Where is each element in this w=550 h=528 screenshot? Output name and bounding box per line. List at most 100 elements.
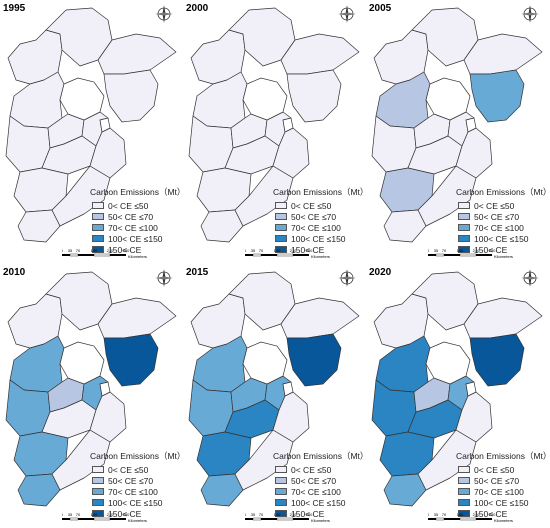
scale-tick: 140 [91, 248, 98, 253]
legend: Carbon Emissions（Mt） 0< CE ≤50 50< CE ≤7… [456, 186, 550, 255]
legend-title: Carbon Emissions（Mt） [273, 187, 369, 197]
legend-label: 70< CE ≤100 [291, 222, 341, 233]
scale-unit: Kilometers [311, 518, 330, 523]
legend-label: 0< CE ≤50 [291, 464, 332, 475]
scale-tick: 140 [91, 512, 98, 517]
scale-bar: 0 35 70 140 210 280 Kilometers [61, 512, 172, 526]
region-10 [17, 209, 61, 243]
legend-swatch [275, 213, 287, 220]
legend-item: 0< CE ≤50 [275, 464, 366, 475]
panel-year: 2020 [369, 267, 392, 278]
legend-item: 70< CE ≤100 [275, 486, 366, 497]
legend-item: 100< CE ≤150 [92, 233, 183, 244]
legend-label: 100< CE ≤150 [108, 233, 163, 244]
legend: Carbon Emissions（Mt） 0< CE ≤50 50< CE ≤7… [456, 450, 550, 519]
legend-swatch [458, 488, 470, 495]
choropleth-map [188, 7, 360, 243]
compass-icon [338, 5, 356, 23]
legend-label: 150< CE [291, 508, 325, 519]
compass-icon [338, 269, 356, 287]
legend-label: 50< CE ≤70 [474, 475, 520, 486]
legend-item: 70< CE ≤100 [458, 486, 549, 497]
scale-bar-graphic: 0 35 70 140 210 280 Kilometers [61, 512, 147, 523]
compass-icon [155, 5, 173, 23]
scale-tick: 280 [123, 248, 130, 253]
legend-label: 150< CE [474, 508, 508, 519]
scale-bar: 0 35 70 140 210 280 Kilometers [427, 512, 538, 526]
scale-bar: 0 35 70 140 210 280 Kilometers [244, 512, 355, 526]
scale-tick: 210 [290, 248, 297, 253]
legend-swatch [458, 466, 470, 473]
region-10 [17, 473, 61, 507]
scale-tick: 0 [62, 512, 64, 517]
scale-tick: 0 [245, 512, 247, 517]
tianjin-area [99, 117, 111, 133]
beijing-area [242, 77, 288, 121]
legend-title: Carbon Emissions（Mt） [90, 187, 186, 197]
region-11 [469, 333, 525, 387]
legend-title: Carbon Emissions（Mt） [273, 451, 369, 461]
legend-swatch [458, 235, 470, 242]
scale-bar-graphic: 0 35 70 140 210 280 Kilometers [427, 248, 513, 259]
beijing-area [59, 77, 105, 121]
region-11 [103, 69, 159, 123]
map-panel-1995: 1995 Carbon Emissions（Mt） 0< CE ≤50 50< … [0, 0, 186, 264]
legend-label: 50< CE ≤70 [291, 211, 337, 222]
scale-tick: 280 [306, 512, 313, 517]
legend-item: 100< CE ≤150 [275, 497, 366, 508]
tianjin-area [465, 381, 477, 397]
legend-item: 50< CE ≤70 [275, 211, 366, 222]
scale-tick: 70 [76, 512, 81, 517]
tianjin-area [282, 117, 294, 133]
legend-label: 50< CE ≤70 [474, 211, 520, 222]
legend-label: 70< CE ≤100 [291, 486, 341, 497]
legend-item: 0< CE ≤50 [458, 200, 549, 211]
scale-tick: 70 [76, 248, 81, 253]
region-11 [103, 333, 159, 387]
legend-swatch [275, 477, 287, 484]
legend: Carbon Emissions（Mt） 0< CE ≤50 50< CE ≤7… [90, 450, 186, 519]
scale-tick: 35 [68, 248, 73, 253]
legend-item: 150< CE [275, 508, 366, 519]
legend-label: 150< CE [108, 508, 142, 519]
map-panel-2020: 2020 Carbon Emissions（Mt） 0< CE ≤50 50< … [366, 264, 550, 528]
legend-label: 100< CE ≤150 [291, 233, 346, 244]
legend-swatch [275, 466, 287, 473]
legend-label: 50< CE ≤70 [108, 211, 154, 222]
legend-item: 0< CE ≤50 [458, 464, 549, 475]
legend: Carbon Emissions（Mt） 0< CE ≤50 50< CE ≤7… [90, 186, 186, 255]
legend-swatch [275, 202, 287, 209]
legend-swatch [92, 224, 104, 231]
legend-item: 50< CE ≤70 [458, 211, 549, 222]
scale-tick: 210 [290, 512, 297, 517]
scale-tick: 0 [428, 512, 430, 517]
legend-label: 0< CE ≤50 [474, 464, 515, 475]
scale-tick: 280 [489, 248, 496, 253]
scale-unit: Kilometers [494, 254, 513, 259]
legend-label: 70< CE ≤100 [108, 486, 158, 497]
legend-label: 70< CE ≤100 [474, 222, 524, 233]
tianjin-area [282, 381, 294, 397]
legend-swatch [92, 235, 104, 242]
scale-tick: 140 [274, 248, 281, 253]
scale-tick: 210 [107, 512, 114, 517]
legend-swatch [92, 246, 104, 253]
legend-swatch [275, 499, 287, 506]
scale-bar-graphic: 0 35 70 140 210 280 Kilometers [244, 512, 330, 523]
map-panel-2010: 2010 Carbon Emissions（Mt） 0< CE ≤50 50< … [0, 264, 186, 528]
legend-swatch [92, 213, 104, 220]
scale-bar: 0 35 70 140 210 280 Kilometers [244, 248, 355, 262]
legend-swatch [275, 235, 287, 242]
legend-item: 0< CE ≤50 [92, 464, 183, 475]
map-panel-2000: 2000 Carbon Emissions（Mt） 0< CE ≤50 50< … [183, 0, 369, 264]
legend-item: 150< CE [458, 508, 549, 519]
scale-tick: 0 [245, 248, 247, 253]
scale-unit: Kilometers [311, 254, 330, 259]
legend-item: 100< CE ≤150 [92, 497, 183, 508]
map-panel-2005: 2005 Carbon Emissions（Mt） 0< CE ≤50 50< … [366, 0, 550, 264]
scale-tick: 35 [434, 248, 439, 253]
legend: Carbon Emissions（Mt） 0< CE ≤50 50< CE ≤7… [273, 450, 369, 519]
legend-item: 70< CE ≤100 [92, 222, 183, 233]
legend-title: Carbon Emissions（Mt） [90, 451, 186, 461]
